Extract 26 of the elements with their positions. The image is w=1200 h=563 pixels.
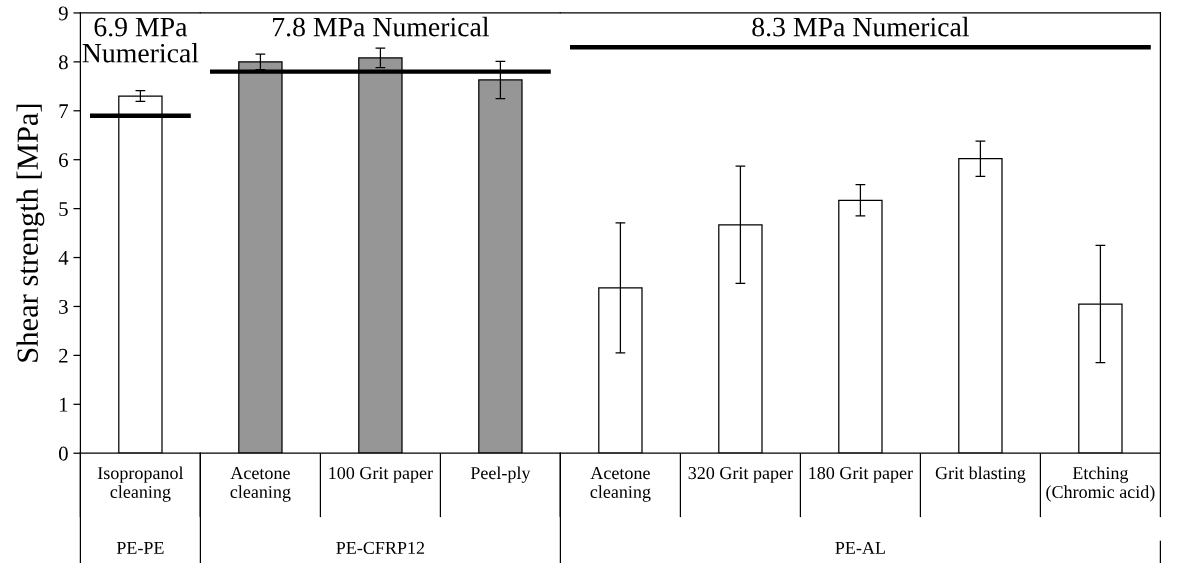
y-tick-label: 0	[58, 446, 68, 461]
ref-line-label: 8.3 MPa Numerical	[752, 16, 969, 37]
y-tick-label: 4	[58, 251, 69, 265]
y-tick-label: 6	[59, 153, 68, 168]
y-axis-title: Shear strength [MPa]	[16, 104, 45, 362]
y-tick-label: 7	[59, 104, 68, 119]
x-tick-label: Grit blasting	[935, 466, 1026, 483]
x-axis-title: PE-PE	[116, 541, 164, 554]
x-tick-label: 180 Grit paper	[809, 466, 913, 483]
x-axis-title: PE-CFRP12	[336, 541, 425, 554]
x-tick-label: Isopropanol cleaning	[97, 466, 184, 502]
x-tick-label: 100 Grit paper	[329, 466, 433, 483]
y-tick-label: 3	[59, 299, 68, 314]
x-tick-label: Etching (Chromic acid)	[1046, 466, 1155, 502]
x-tick-label: 320 Grit paper	[688, 466, 793, 483]
x-tick-label: Acetone cleaning	[230, 467, 291, 502]
x-tick-label: Acetone cleaning	[590, 467, 651, 502]
x-tick-label: Peel-ply	[470, 466, 531, 483]
legend-label: 6.9 MPa Numerical	[82, 17, 199, 63]
ref-line-label: 7.8 MPa Numerical	[273, 16, 489, 37]
x-axis-title: PE-AL	[835, 541, 885, 554]
y-tick-label: 5	[59, 202, 68, 217]
y-tick-label: 8	[58, 55, 68, 70]
y-tick-label: 1	[60, 397, 68, 412]
y-tick-label: 2	[59, 348, 68, 363]
y-tick-label: 9	[58, 6, 68, 21]
